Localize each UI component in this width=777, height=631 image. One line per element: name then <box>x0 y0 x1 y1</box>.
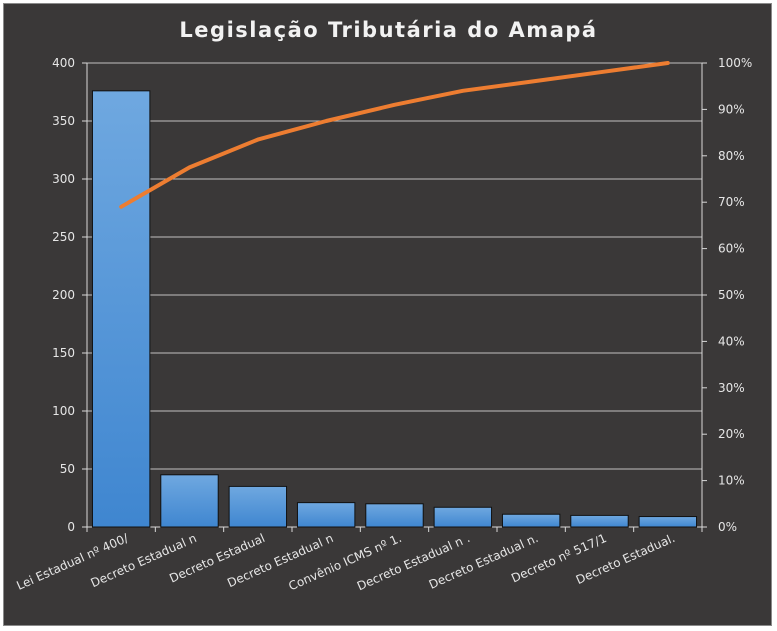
gridlines <box>87 62 702 528</box>
left-axis: 0 50 100 150 200 250 300 350 400 <box>52 56 88 534</box>
bar <box>570 514 629 528</box>
bar <box>501 513 561 528</box>
bar <box>160 474 219 528</box>
left-tick-label: 100 <box>52 404 75 418</box>
category-label: Decreto Estadual n . <box>355 531 472 593</box>
right-tick-label: 20% <box>718 427 745 441</box>
pareto-chart: 0 50 100 150 200 250 300 350 400 0% 10% 20% 30% 40% 5… <box>14 56 752 593</box>
bars <box>91 90 698 528</box>
bar <box>365 503 424 528</box>
category-label: Convênio ICMS nº 1. <box>286 531 403 593</box>
category-label: Lei Estadual nº 400/ <box>14 531 131 593</box>
left-tick-label: 150 <box>52 346 75 360</box>
right-tick-label: 60% <box>718 242 745 256</box>
cumulative-line <box>119 61 670 209</box>
right-tick-label: 40% <box>718 334 745 348</box>
right-tick-label: 10% <box>718 474 745 488</box>
chart-frame: Legislação Tributária do Amapá 0 50 100 150… <box>3 3 772 626</box>
left-tick-label: 350 <box>52 114 75 128</box>
right-tick-label: 90% <box>718 102 745 116</box>
right-tick-label: 80% <box>718 149 745 163</box>
bar <box>228 485 288 528</box>
left-tick-label: 300 <box>52 172 75 186</box>
bar <box>433 506 493 528</box>
bar <box>638 516 698 528</box>
right-tick-label: 0% <box>718 520 737 534</box>
left-tick-label: 400 <box>52 56 75 70</box>
left-tick-label: 250 <box>52 230 75 244</box>
right-tick-label: 50% <box>718 288 745 302</box>
right-tick-label: 70% <box>718 195 745 209</box>
bar <box>91 90 151 528</box>
right-tick-label: 30% <box>718 381 745 395</box>
bar <box>296 502 356 528</box>
right-tick-label: 100% <box>718 56 752 70</box>
x-axis: Lei Estadual nº 400/Decreto Estadual nDe… <box>14 527 703 593</box>
left-tick-label: 50 <box>60 462 75 476</box>
left-tick-label: 0 <box>67 520 75 534</box>
left-tick-label: 200 <box>52 288 75 302</box>
right-axis: 0% 10% 20% 30% 40% 50% 60% 70% 80% 90% 100% <box>701 56 752 534</box>
chart-title: Legislação Tributária do Amapá <box>179 18 598 42</box>
cumulative-percent-line <box>119 61 670 209</box>
